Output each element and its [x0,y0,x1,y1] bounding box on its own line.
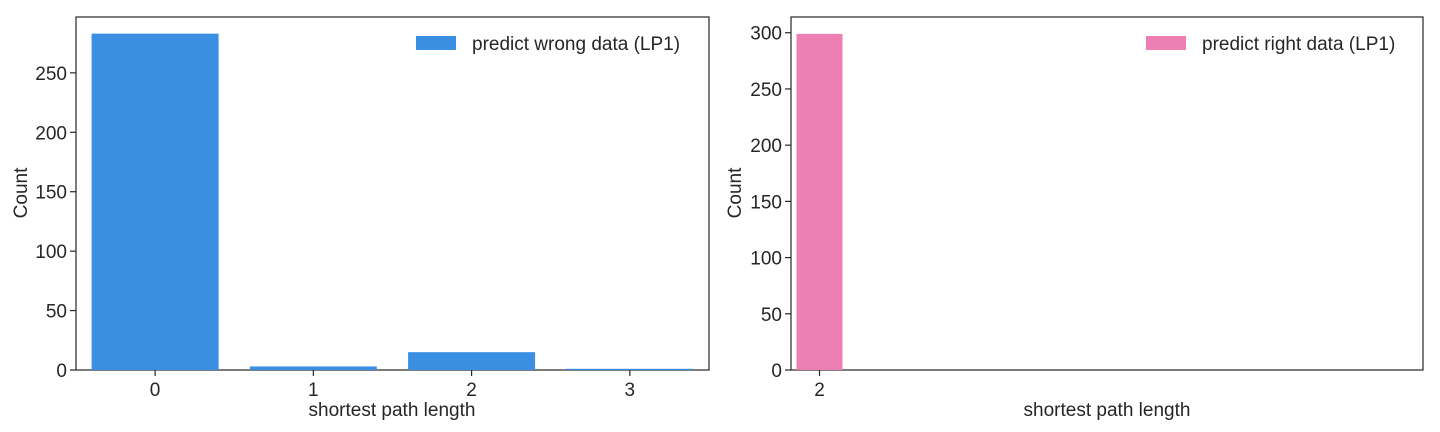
legend: predict right data (LP1) [1146,34,1395,55]
x-axis-label: shortest path length [1024,400,1191,421]
y-tick-label: 200 [35,123,67,144]
x-tick-label: 1 [308,380,319,401]
legend: predict wrong data (LP1) [416,34,680,55]
y-tick-label: 250 [750,80,782,101]
legend-label: predict wrong data (LP1) [472,34,680,55]
y-tick-label: 150 [750,192,782,213]
y-tick-label: 0 [771,361,782,382]
x-tick-label: 2 [814,380,825,401]
x-tick-label: 3 [625,380,636,401]
y-tick-label: 100 [35,242,67,263]
plot-frame [790,16,1424,371]
bar-2 [408,352,536,370]
y-tick-label: 50 [761,305,782,326]
x-tick-label: 0 [150,380,161,401]
chart-left: 0 50 100 150 200 250 0 1 2 3 shortest path lengt… [11,16,710,421]
x-tick-label: 2 [466,380,477,401]
y-tick-label: 0 [56,361,67,382]
y-tick-label: 100 [750,249,782,270]
legend-swatch [1146,36,1186,50]
legend-label: predict right data (LP1) [1202,34,1395,55]
bar-2 [796,33,843,370]
y-tick-label: 250 [35,64,67,85]
y-tick-label: 50 [46,302,67,323]
x-axis-label: shortest path length [309,400,476,421]
bar-0 [91,33,219,370]
legend-swatch [416,36,456,50]
y-tick-label: 200 [750,136,782,157]
bar-3 [566,368,694,370]
chart-right: 0 50 100 150 200 250 300 2 shortest path lengt… [725,16,1424,421]
plot-frame [75,16,710,371]
y-tick-label: 300 [750,24,782,45]
y-tick-label: 150 [35,183,67,204]
y-axis-label: Count [725,167,746,218]
bar-1 [249,366,377,370]
y-axis-label: Count [11,167,32,218]
